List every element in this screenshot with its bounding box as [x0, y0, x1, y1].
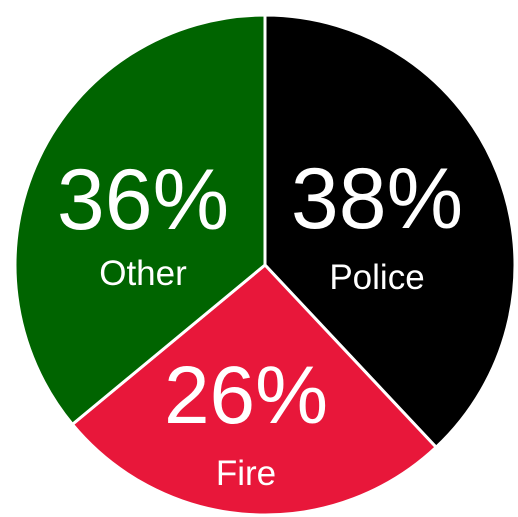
slice-percent-other: 36% [57, 152, 229, 248]
pie-slice-other [13, 13, 267, 426]
slice-label-fire: Fire [216, 454, 276, 493]
pie-slice-police [263, 13, 517, 449]
slice-percent-fire: 26% [164, 350, 328, 441]
slice-label-other: Other [99, 254, 187, 293]
slice-percent-police: 38% [291, 151, 463, 247]
slice-label-police: Police [329, 258, 424, 297]
pie-slice-fire [70, 263, 438, 517]
